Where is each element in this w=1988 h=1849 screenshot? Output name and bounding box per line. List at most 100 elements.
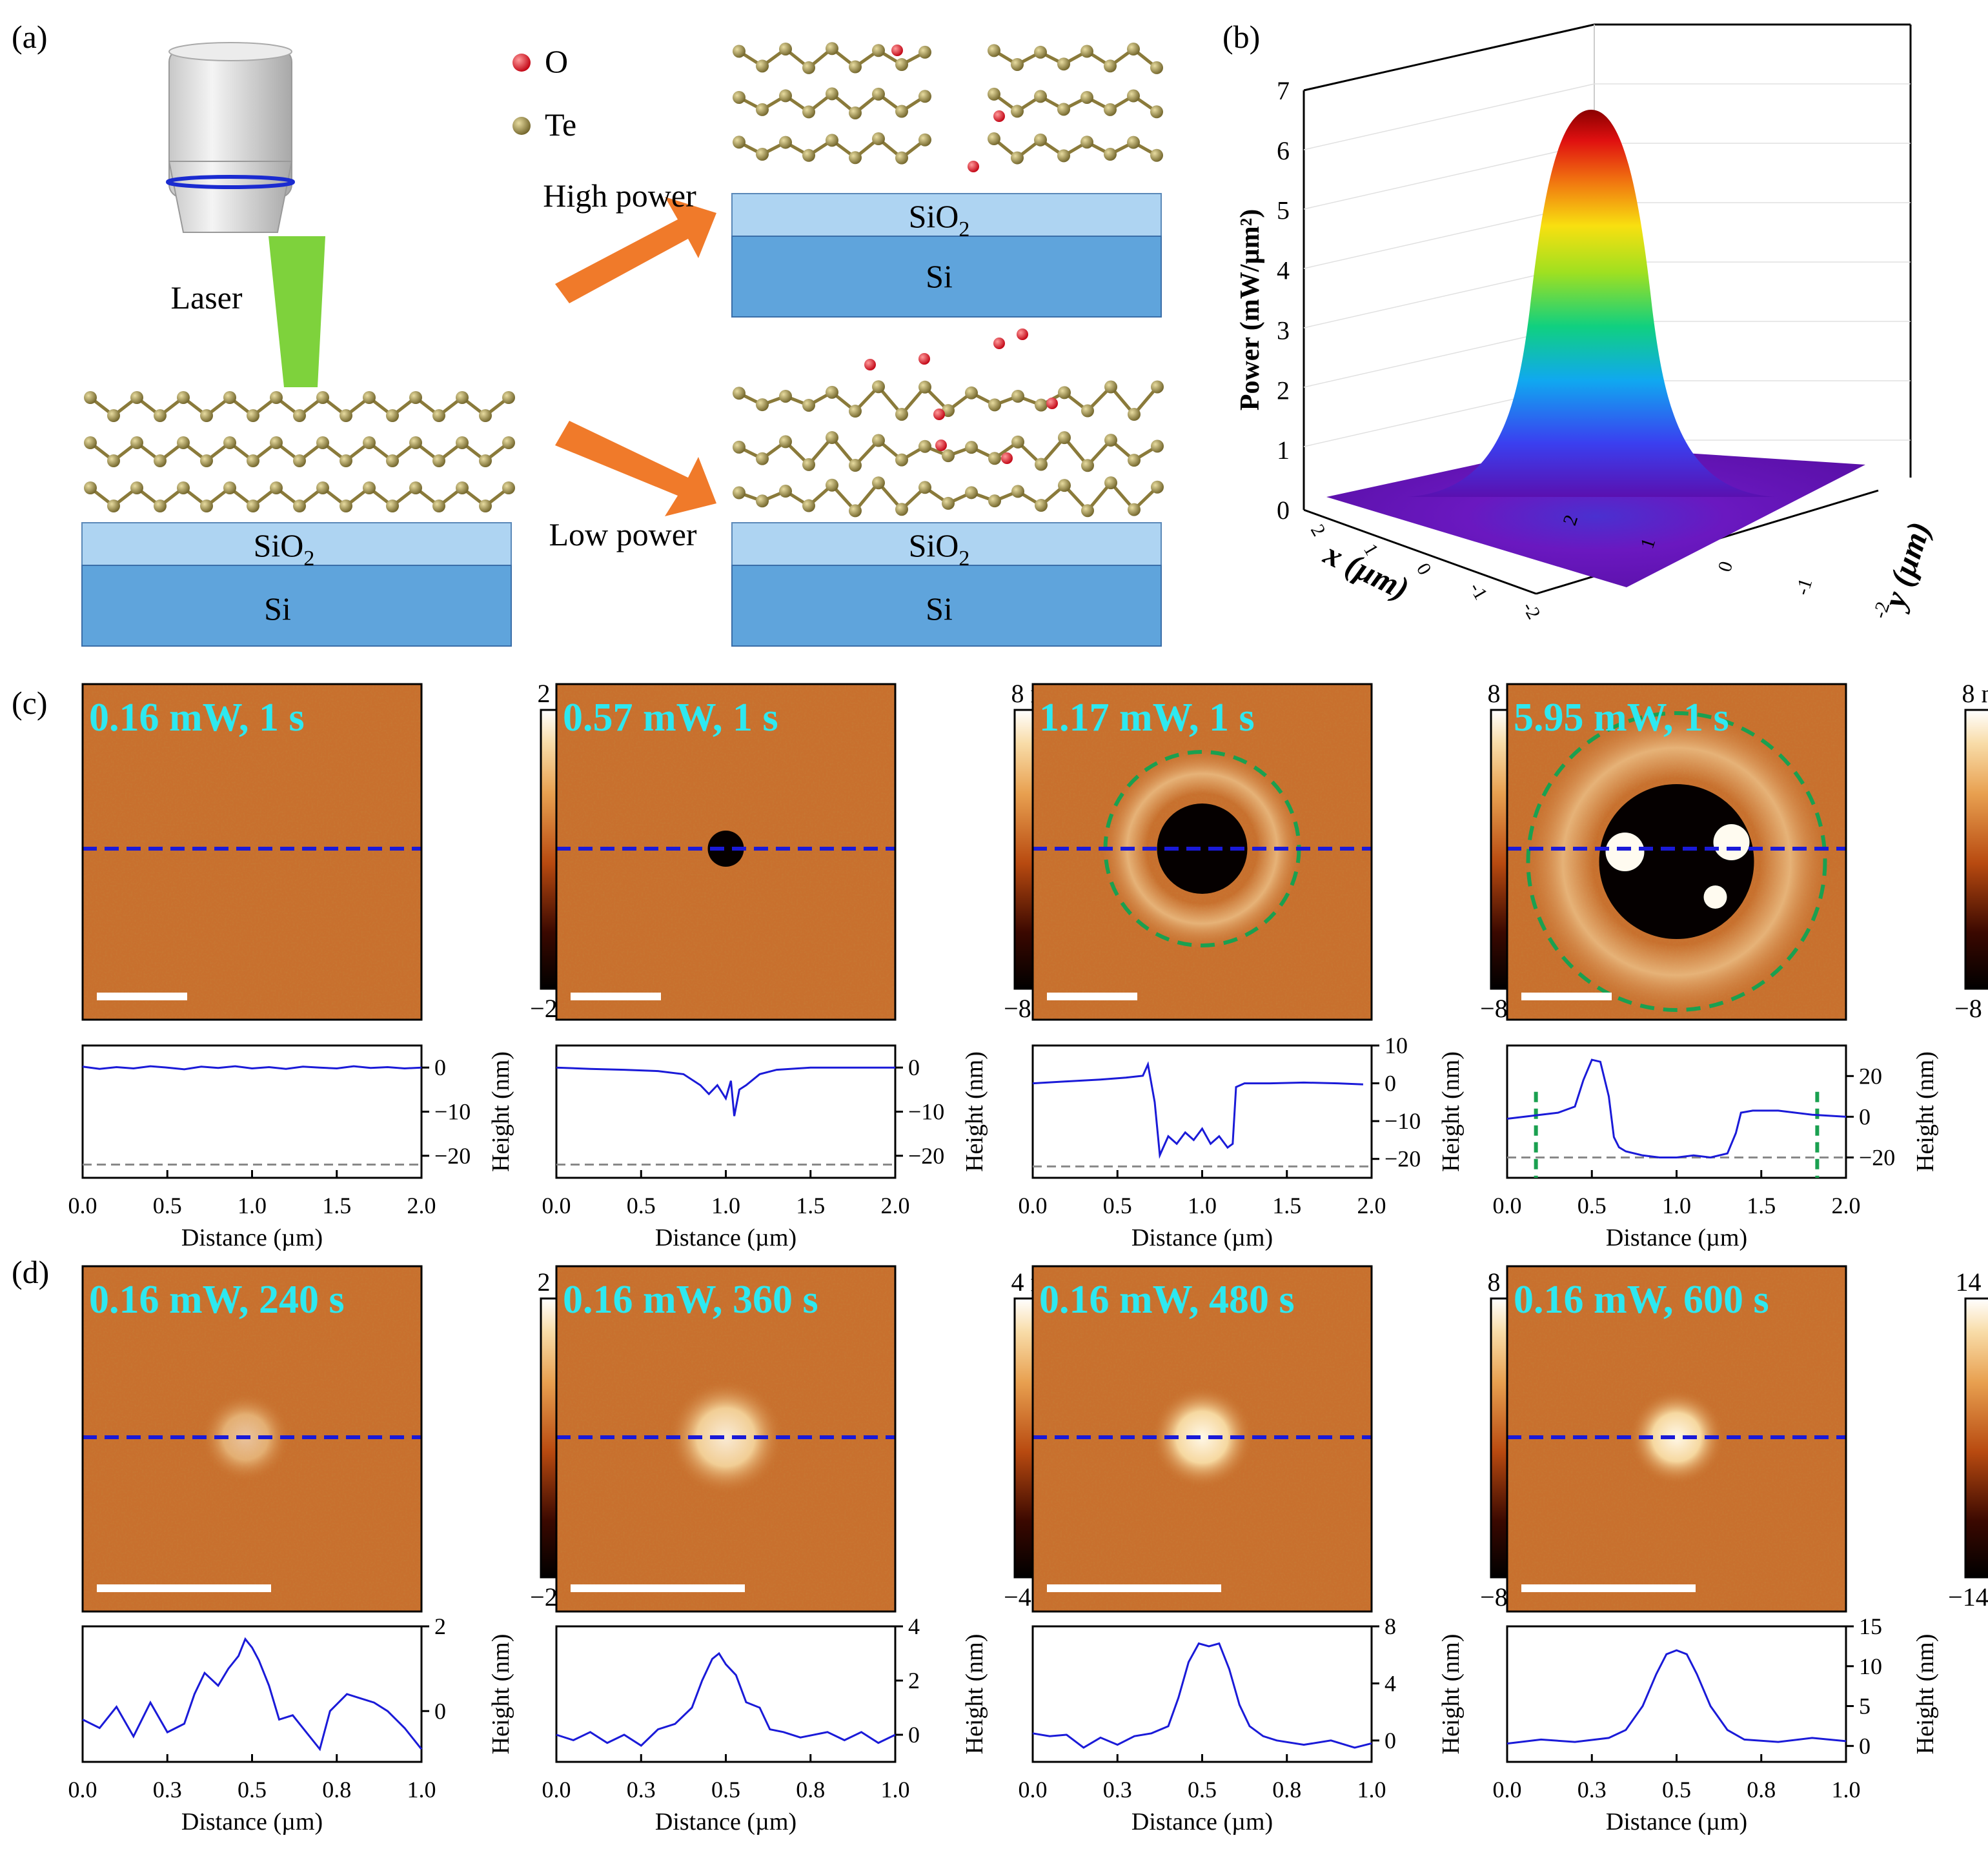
te-atom: [849, 151, 862, 165]
te-atom: [84, 436, 97, 449]
te-atom: [107, 409, 120, 422]
te-atom: [223, 391, 236, 404]
te-atom: [223, 481, 236, 494]
y-tick-label: 20: [1859, 1063, 1882, 1089]
te-atom: [386, 454, 399, 467]
tellurium-legend-label: Te: [545, 106, 576, 143]
y-tick-label: −20: [1384, 1146, 1421, 1172]
te-atom: [340, 500, 352, 512]
te-atom: [130, 391, 143, 404]
te-atom: [733, 440, 746, 454]
afm-bump: [667, 1379, 784, 1495]
te-atom: [895, 58, 908, 72]
te-atom: [826, 385, 838, 399]
te-atom: [293, 454, 306, 467]
afm-panel-d1: 0.16 mW, 240 s2 nm−2 nm0.00.30.50.81.0Di…: [68, 1265, 597, 1835]
colorbar-min-label: −14 nm: [1948, 1582, 1988, 1612]
te-atom: [849, 504, 862, 518]
te-atom: [1104, 148, 1117, 161]
te-atom: [247, 454, 259, 467]
te-atom: [1127, 136, 1140, 149]
te-atom: [1081, 404, 1094, 418]
y-axis-label: Height (nm): [1912, 1051, 1939, 1172]
te-atom: [1127, 89, 1140, 103]
tellurium-legend-icon: [512, 117, 531, 135]
x-tick-label: 0.0: [1493, 1193, 1522, 1218]
te-atom: [84, 481, 97, 494]
x-tick-label: 1.0: [1662, 1193, 1691, 1218]
afm-frame: [1506, 683, 1847, 1021]
te-atom: [1081, 459, 1094, 472]
oxygen-legend-label: O: [545, 43, 568, 79]
x-tick-label: 0.5: [627, 1193, 656, 1218]
x-tick-label: 0.5: [238, 1777, 267, 1803]
te-atom: [1080, 45, 1093, 58]
y-tick-label: −10: [908, 1099, 944, 1125]
afm-pit: [1157, 803, 1248, 894]
oxygen-atom: [891, 45, 903, 56]
te-atom: [779, 435, 792, 449]
te-atom: [733, 90, 746, 104]
te-atom: [432, 454, 445, 467]
colorbar-max-label: 8 nm: [1962, 679, 1988, 708]
profile-frame: [555, 1044, 897, 1179]
x-tick-label: 0.8: [322, 1777, 351, 1803]
te-atom: [1151, 440, 1164, 453]
x-tick-label: 0.0: [68, 1777, 97, 1803]
afm-panel-d4: 0.16 mW, 600 s 14 nm −14 nm 0.0 0.3 0.5 0.8 1.0…: [1493, 1265, 1988, 1835]
te-atom: [316, 481, 329, 494]
x-axis-label: Distance (µm): [1131, 1224, 1273, 1251]
x-tick-label: 1.5: [1272, 1193, 1301, 1218]
y-tick-label: 10: [1384, 1033, 1408, 1058]
gaussian-peak: [1407, 110, 1775, 497]
te-atom: [363, 481, 376, 494]
afm-bump: [1150, 1386, 1254, 1489]
y-tick-label: −10: [1384, 1108, 1421, 1134]
x-tick-label: 2.0: [1357, 1193, 1386, 1218]
x-tick-label: 0.5: [1103, 1193, 1132, 1218]
te-atom: [802, 148, 815, 162]
afm-panel-c4: 5.95 mW, 1 s 8 nm −8 nm 0.0 0.5 1.0 1.5 2.0 Dist…: [1493, 679, 1988, 1251]
te-atom: [502, 436, 515, 449]
x-tick-label: 1.0: [1832, 1777, 1861, 1803]
y-tick-label: 4: [908, 1613, 920, 1639]
x-axis-label: Distance (µm): [655, 1224, 796, 1251]
oxygen-atom: [918, 353, 930, 365]
te-atom: [130, 436, 143, 449]
y-tick-label: 8: [1384, 1613, 1396, 1639]
te-atom: [502, 481, 515, 494]
te-atom: [1150, 148, 1163, 162]
substrate-high-power: SiO2 Si: [731, 193, 1162, 318]
te-atom: [1034, 45, 1047, 59]
te-atom: [247, 409, 259, 422]
te-atom: [479, 500, 492, 512]
te-atom: [84, 391, 97, 404]
z-tick-label: 6: [1277, 136, 1290, 165]
te-atom: [479, 454, 492, 467]
te-atom: [918, 481, 931, 494]
afm-panel-d3: 0.16 mW, 480 s8 nm−8 nm0.00.30.50.81.0Di…: [1019, 1265, 1547, 1835]
te-atom: [1151, 480, 1164, 494]
te-atom: [177, 391, 190, 404]
x-tick-label: 0.0: [542, 1193, 571, 1218]
afm-bump: [1628, 1389, 1725, 1486]
te-atom: [1104, 59, 1117, 73]
x-tick-label: 0.3: [627, 1777, 656, 1803]
afm-pit: [707, 831, 744, 867]
te-atom: [1011, 151, 1024, 165]
svg-text:Si: Si: [264, 591, 291, 627]
y-tick-label: 0: [1859, 1104, 1871, 1129]
te-atom: [177, 481, 190, 494]
te-atom: [1151, 380, 1164, 394]
x-axis-label: Distance (µm): [1606, 1808, 1747, 1835]
x-axis-label: Distance (µm): [181, 1808, 323, 1835]
te-atom: [1035, 499, 1048, 512]
x-tick-label: 1.5: [322, 1193, 351, 1218]
oxygen-atom: [993, 110, 1005, 122]
te-atom: [1034, 90, 1047, 103]
te-atom: [733, 45, 746, 58]
svg-text:SiO2: SiO2: [254, 527, 315, 571]
scale-bar: [571, 1584, 745, 1592]
te-atom: [1080, 90, 1093, 104]
te-atom: [270, 436, 283, 449]
